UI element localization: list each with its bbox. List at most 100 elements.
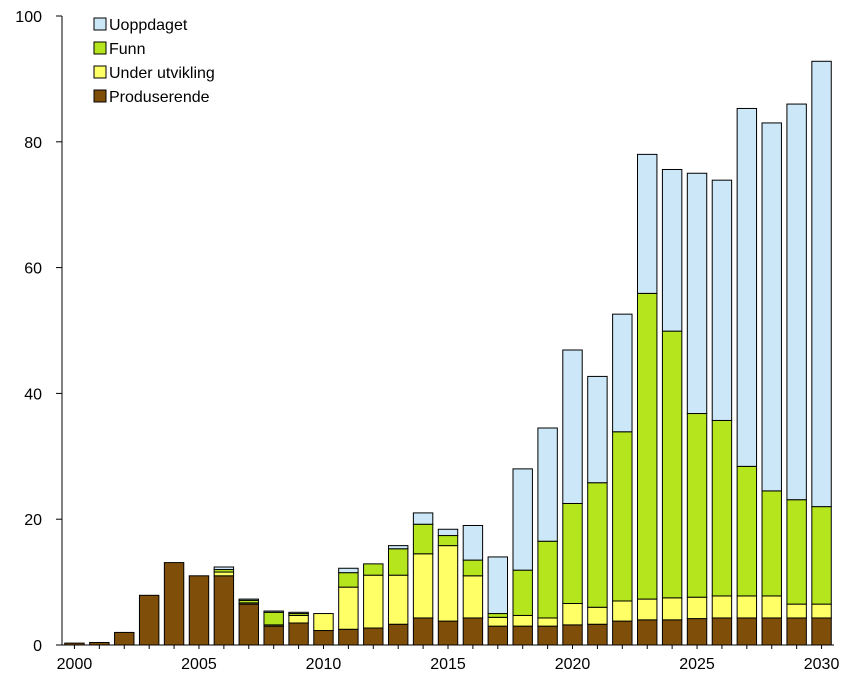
y-tick-label: 100 (15, 9, 42, 26)
bar-2029-funn (786, 499, 807, 605)
bar-2019-uoppdaget (537, 427, 558, 542)
bar-2011-uoppdaget (338, 567, 359, 574)
bar-2011-under-utvikling (338, 586, 359, 630)
bar-2028-produserende (761, 617, 782, 646)
legend-swatch-funn (93, 41, 107, 55)
bar-2024-under-utvikling (661, 597, 683, 621)
bar-2012-produserende (363, 627, 384, 646)
bar-2026-uoppdaget (711, 179, 733, 421)
bar-2004-produserende (163, 562, 185, 646)
bar-2003-produserende (138, 594, 160, 646)
legend-label-uoppdaget: Uoppdaget (109, 17, 188, 34)
bar-2024-funn (661, 330, 683, 599)
bar-2022-uoppdaget (612, 313, 633, 433)
bar-2030-under-utvikling (811, 603, 832, 619)
bar-2013-under-utvikling (387, 574, 409, 625)
bar-2018-produserende (512, 625, 533, 646)
bar-2009-uoppdaget (288, 611, 309, 615)
bar-2005-produserende (188, 575, 210, 646)
bar-2022-produserende (612, 620, 633, 646)
x-tick-label: 2000 (57, 656, 93, 673)
bar-2014-funn (412, 523, 434, 555)
legend-label-under-utvikling: Under utvikling (109, 65, 215, 82)
legend-label-produserende: Produserende (109, 89, 210, 106)
bar-2013-funn (387, 548, 409, 576)
bar-2014-uoppdaget (412, 512, 434, 525)
bar-2008-produserende (263, 625, 284, 646)
y-tick-label: 0 (33, 638, 42, 655)
bar-2019-produserende (537, 625, 558, 646)
bar-2016-uoppdaget (462, 524, 484, 561)
legend-label-funn: Funn (109, 41, 145, 58)
bar-2029-produserende (786, 617, 807, 646)
bar-2015-produserende (437, 620, 459, 646)
legend: Uoppdaget Funn Under utvikling Produserende (93, 17, 215, 106)
bar-2021-uoppdaget (587, 375, 608, 484)
bar-2002-produserende (114, 631, 135, 646)
bar-2019-funn (537, 540, 558, 619)
bar-2020-uoppdaget (562, 349, 583, 504)
y-tick-label: 60 (24, 261, 42, 278)
bar-2026-under-utvikling (711, 595, 733, 619)
bar-2017-produserende (487, 625, 509, 646)
bar-2023-under-utvikling (637, 598, 658, 621)
bar-2015-under-utvikling (437, 545, 459, 622)
bar-2006-uoppdaget (213, 566, 235, 571)
x-tick-label: 2005 (181, 656, 217, 673)
bar-2028-under-utvikling (761, 595, 782, 619)
bar-2027-under-utvikling (736, 595, 758, 619)
bar-2016-funn (462, 559, 484, 577)
bar-2026-produserende (711, 617, 733, 646)
bar-2006-produserende (213, 575, 235, 646)
bar-2013-uoppdaget (387, 545, 409, 550)
bar-2021-under-utvikling (587, 606, 608, 625)
bar-2029-under-utvikling (786, 603, 807, 619)
bar-2020-under-utvikling (562, 602, 583, 626)
bar-2008-uoppdaget (263, 610, 284, 613)
bar-2016-produserende (462, 617, 484, 646)
bar-2020-produserende (562, 624, 583, 646)
bar-2007-uoppdaget (238, 598, 259, 601)
bar-2025-produserende (686, 618, 708, 646)
bar-2007-produserende (238, 603, 259, 646)
bar-2027-produserende (736, 617, 758, 646)
x-axis-ticks: 2000 2005 2010 2015 2020 2025 2030 (57, 645, 840, 673)
bar-2026-funn (711, 419, 733, 597)
bar-2023-funn (637, 292, 658, 600)
bar-2020-funn (562, 502, 583, 604)
bar-2009-produserende (288, 622, 309, 646)
bar-2016-under-utvikling (462, 575, 484, 619)
bar-2022-funn (612, 431, 633, 602)
bar-2030-produserende (811, 617, 832, 646)
bar-2017-uoppdaget (487, 556, 509, 615)
bar-2015-uoppdaget (437, 528, 459, 537)
bar-2018-under-utvikling (512, 614, 533, 627)
bars-layer (64, 60, 832, 646)
bar-2030-uoppdaget (811, 60, 832, 508)
bar-2011-funn (338, 572, 359, 588)
bar-2030-funn (811, 506, 832, 605)
bar-2010-under-utvikling (313, 613, 334, 632)
bar-2024-produserende (661, 619, 683, 646)
legend-swatch-produserende (93, 89, 107, 103)
x-tick-label: 2030 (804, 656, 840, 673)
bar-2006-under-utvikling (213, 571, 235, 577)
bar-2014-produserende (412, 617, 434, 646)
bar-2025-under-utvikling (686, 596, 708, 620)
legend-swatch-under-utvikling (93, 65, 107, 79)
bar-2011-produserende (338, 628, 359, 646)
y-tick-label: 20 (24, 512, 42, 529)
y-tick-label: 40 (24, 386, 42, 403)
bar-2025-funn (686, 413, 708, 598)
bar-2022-under-utvikling (612, 600, 633, 622)
bar-2028-uoppdaget (761, 122, 782, 492)
bar-2023-uoppdaget (637, 153, 658, 294)
bar-2015-funn (437, 535, 459, 547)
bar-2021-funn (587, 482, 608, 608)
bar-2029-uoppdaget (786, 103, 807, 501)
bar-2012-under-utvikling (363, 574, 384, 629)
bar-2027-uoppdaget (736, 107, 758, 467)
x-tick-label: 2010 (306, 656, 342, 673)
bar-2010-produserende (313, 630, 334, 646)
